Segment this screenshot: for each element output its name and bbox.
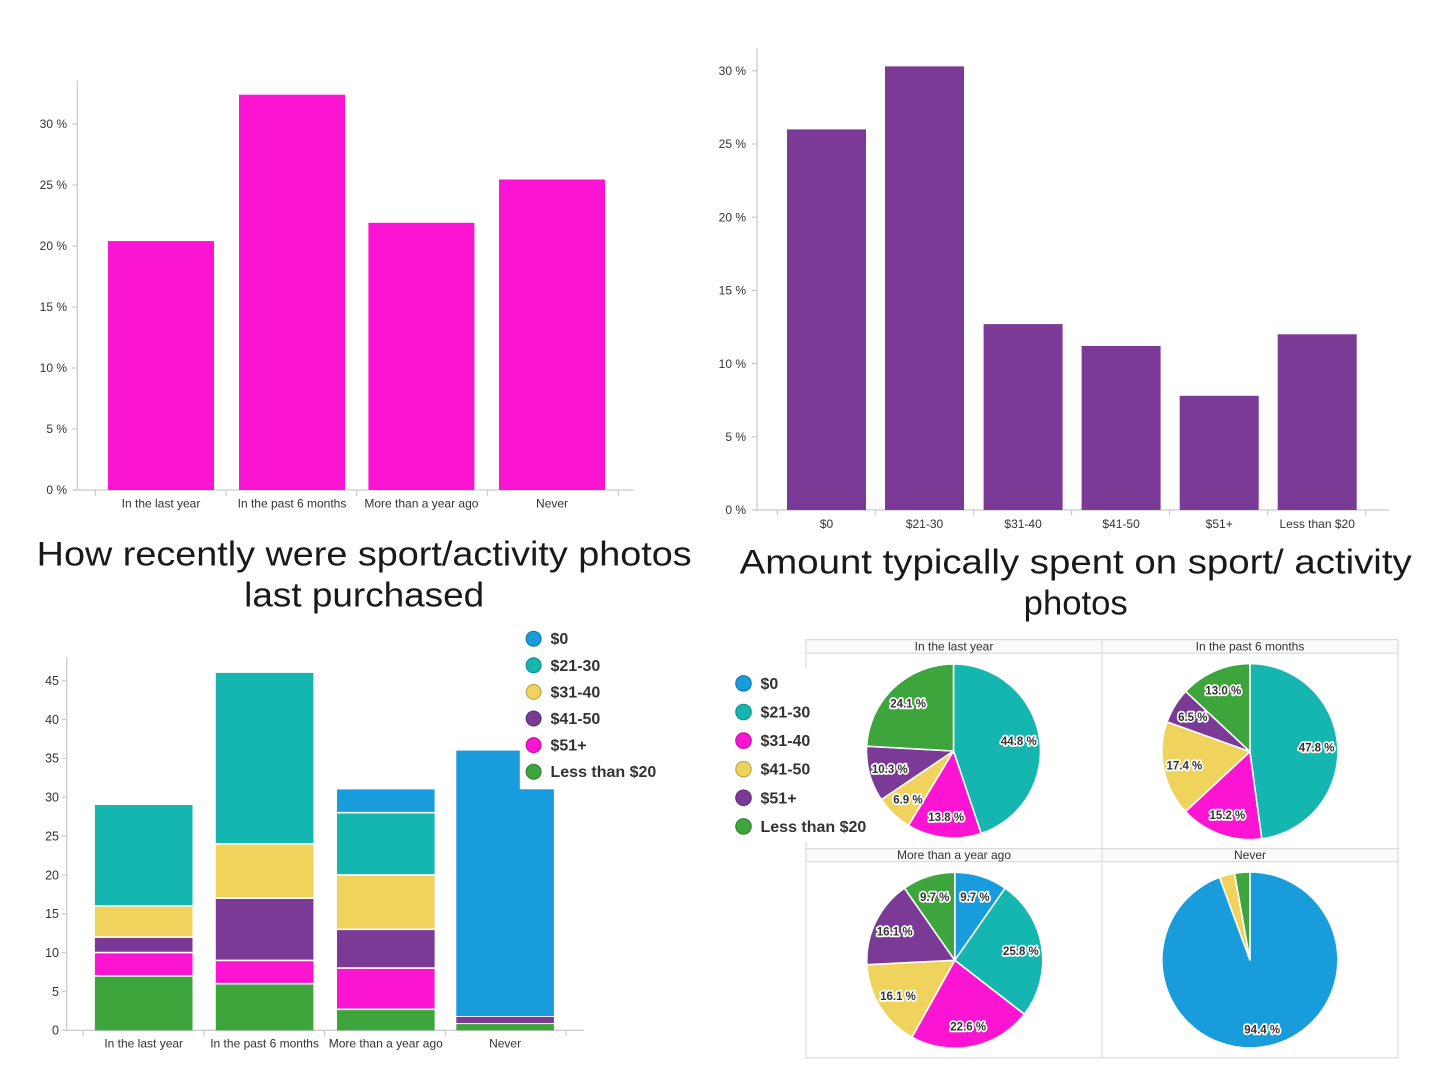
svg-text:5: 5 bbox=[52, 985, 59, 999]
svg-text:25 %: 25 % bbox=[719, 137, 747, 151]
svg-text:More than a year ago: More than a year ago bbox=[897, 848, 1011, 862]
svg-text:photos: photos bbox=[1024, 585, 1128, 623]
svg-text:In the last year: In the last year bbox=[915, 639, 994, 653]
svg-text:$21-30: $21-30 bbox=[906, 517, 944, 531]
svg-text:$31-40: $31-40 bbox=[551, 684, 601, 701]
svg-text:$31-40: $31-40 bbox=[761, 733, 811, 750]
svg-text:9.7 %: 9.7 % bbox=[920, 892, 949, 904]
svg-text:30 %: 30 % bbox=[40, 117, 68, 131]
svg-text:16.1 %: 16.1 % bbox=[877, 926, 913, 938]
svg-text:$41-50: $41-50 bbox=[761, 762, 811, 779]
svg-text:$0: $0 bbox=[761, 676, 779, 693]
svg-text:20 %: 20 % bbox=[719, 210, 747, 224]
svg-text:30 %: 30 % bbox=[719, 64, 747, 78]
svg-text:9.7 %: 9.7 % bbox=[960, 892, 989, 904]
svg-text:In the last year: In the last year bbox=[104, 1037, 183, 1051]
svg-text:Never: Never bbox=[489, 1037, 521, 1051]
svg-text:20: 20 bbox=[45, 868, 59, 882]
svg-text:Less than $20: Less than $20 bbox=[761, 819, 867, 836]
svg-text:More than a year ago: More than a year ago bbox=[364, 497, 478, 511]
svg-text:0 %: 0 % bbox=[725, 503, 746, 517]
svg-text:24.1 %: 24.1 % bbox=[890, 699, 926, 711]
svg-text:22.6 %: 22.6 % bbox=[950, 1021, 986, 1033]
svg-text:15: 15 bbox=[45, 907, 59, 921]
svg-text:$51+: $51+ bbox=[1206, 517, 1233, 531]
svg-text:$21-30: $21-30 bbox=[761, 705, 811, 722]
svg-text:6.9 %: 6.9 % bbox=[893, 794, 922, 806]
svg-text:15 %: 15 % bbox=[40, 300, 68, 314]
svg-text:Never: Never bbox=[1234, 848, 1266, 862]
svg-text:47.8 %: 47.8 % bbox=[1299, 743, 1335, 755]
svg-text:40: 40 bbox=[45, 713, 59, 727]
svg-text:Less than $20: Less than $20 bbox=[1279, 517, 1355, 531]
svg-text:0: 0 bbox=[52, 1024, 59, 1038]
svg-text:25: 25 bbox=[45, 829, 59, 843]
svg-text:10.3 %: 10.3 % bbox=[872, 764, 908, 776]
svg-text:17.4 %: 17.4 % bbox=[1166, 761, 1202, 773]
svg-text:35: 35 bbox=[45, 752, 59, 766]
svg-text:6.5 %: 6.5 % bbox=[1178, 712, 1207, 724]
svg-text:More than a year ago: More than a year ago bbox=[329, 1037, 443, 1051]
svg-text:5 %: 5 % bbox=[725, 430, 746, 444]
svg-text:In the past 6 months: In the past 6 months bbox=[210, 1037, 319, 1051]
svg-text:In the past 6 months: In the past 6 months bbox=[1196, 639, 1305, 653]
svg-text:Less than $20: Less than $20 bbox=[551, 764, 657, 781]
svg-text:44.8 %: 44.8 % bbox=[1001, 736, 1037, 748]
svg-text:In the past 6 months: In the past 6 months bbox=[238, 497, 347, 511]
svg-text:16.1 %: 16.1 % bbox=[880, 991, 916, 1003]
svg-text:last purchased: last purchased bbox=[244, 576, 484, 614]
svg-text:$0: $0 bbox=[820, 517, 834, 531]
svg-text:How recently were sport/activi: How recently were sport/activity photos bbox=[37, 535, 692, 573]
svg-text:45: 45 bbox=[45, 674, 59, 688]
svg-text:13.8 %: 13.8 % bbox=[928, 812, 964, 824]
svg-text:In the last year: In the last year bbox=[122, 497, 201, 511]
svg-text:0 %: 0 % bbox=[46, 483, 67, 497]
svg-text:25.8 %: 25.8 % bbox=[1003, 946, 1039, 958]
svg-text:$21-30: $21-30 bbox=[551, 658, 601, 675]
svg-text:94.4 %: 94.4 % bbox=[1244, 1025, 1280, 1037]
svg-text:$31-40: $31-40 bbox=[1004, 517, 1042, 531]
svg-text:$51+: $51+ bbox=[761, 790, 797, 807]
svg-text:$41-50: $41-50 bbox=[551, 711, 601, 728]
svg-text:$51+: $51+ bbox=[551, 738, 587, 755]
svg-text:5 %: 5 % bbox=[46, 422, 67, 436]
svg-text:10 %: 10 % bbox=[40, 361, 68, 375]
svg-text:13.0 %: 13.0 % bbox=[1205, 686, 1241, 698]
svg-text:10: 10 bbox=[45, 946, 59, 960]
svg-text:25 %: 25 % bbox=[40, 178, 68, 192]
svg-text:15 %: 15 % bbox=[719, 284, 747, 298]
svg-text:Amount typically spent on spor: Amount typically spent on sport/ activit… bbox=[740, 544, 1412, 582]
svg-text:15.2 %: 15.2 % bbox=[1209, 810, 1245, 822]
svg-text:10 %: 10 % bbox=[719, 357, 747, 371]
svg-text:$0: $0 bbox=[551, 631, 569, 648]
svg-text:30: 30 bbox=[45, 791, 59, 805]
svg-text:Never: Never bbox=[536, 497, 568, 511]
svg-text:$41-50: $41-50 bbox=[1102, 517, 1140, 531]
svg-text:20 %: 20 % bbox=[40, 239, 68, 253]
